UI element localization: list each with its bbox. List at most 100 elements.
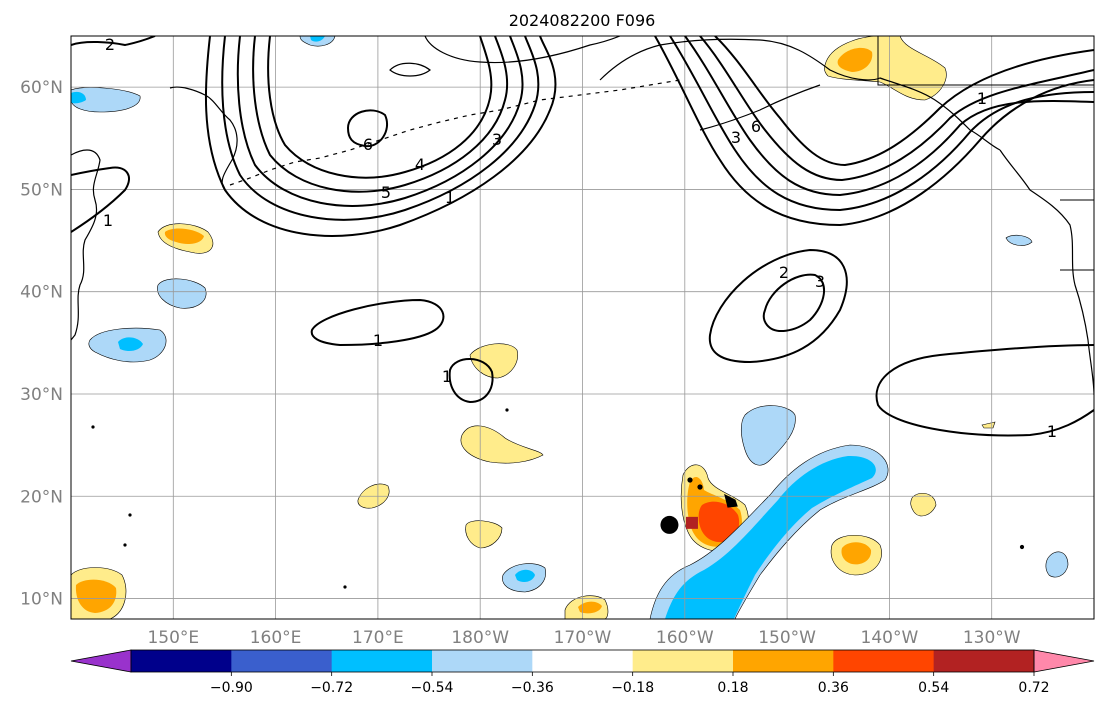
contour-nw-2 xyxy=(71,36,156,47)
shade-orange-10n-west xyxy=(75,579,117,613)
colorbar-segment xyxy=(733,650,834,672)
colorbar-segment xyxy=(131,650,232,672)
marker-square xyxy=(685,516,698,529)
contour-west-5 xyxy=(267,36,493,179)
contour-west-4 xyxy=(252,36,509,193)
colorbar-label: −0.54 xyxy=(411,680,454,696)
longitude-label: 160°W xyxy=(656,628,714,648)
coastline-aleutians xyxy=(229,79,681,186)
shade-yellow-17n xyxy=(465,520,503,549)
contour-label-4: 4 xyxy=(415,155,425,174)
shade-orange-45n-west xyxy=(164,228,204,244)
shade-yellow-33n xyxy=(469,343,518,379)
shade-yellow-19n-east xyxy=(910,492,937,517)
longitude-label: 160°E xyxy=(250,628,302,648)
latitude-label: 30°N xyxy=(20,385,63,405)
markers xyxy=(660,515,698,534)
contour-label-3: 5 xyxy=(381,183,391,202)
shade-yellow-dateline-25n xyxy=(460,425,544,464)
colorbar-label: 0.54 xyxy=(918,680,949,696)
shade-blue-60n-west xyxy=(71,87,141,113)
island-oahu xyxy=(697,484,703,490)
contour-east-1 xyxy=(654,36,1094,227)
gridlines xyxy=(71,36,1094,619)
island-small-1 xyxy=(91,425,95,429)
latitude-label: 10°N xyxy=(20,590,63,610)
contour-label-7: 1 xyxy=(103,211,113,230)
anomaly-shading xyxy=(71,36,1069,619)
colorbar-label: −0.90 xyxy=(210,680,253,696)
colorbar-label: −0.72 xyxy=(310,680,353,696)
colorbar-label: 0.18 xyxy=(717,680,748,696)
colorbar-label: −0.36 xyxy=(511,680,554,696)
contour-label-8: 1 xyxy=(373,331,383,350)
latitude-label: 40°N xyxy=(20,283,63,303)
contour-label-12: 2 xyxy=(779,263,789,282)
contour-label-10: 3 xyxy=(731,128,741,147)
longitude-label: 170°W xyxy=(554,628,612,648)
colorbar-segment xyxy=(632,650,734,672)
shade-blue-band-dark xyxy=(665,455,876,619)
colorbar-segment xyxy=(833,650,935,672)
contour-label-2: 6 xyxy=(363,135,373,154)
contour-label-9: 1 xyxy=(442,367,452,386)
longitude-label: 130°W xyxy=(963,628,1021,648)
contour-mid-1 xyxy=(310,298,445,347)
border-alaska-canada xyxy=(877,36,1094,86)
shade-blue-45n-east xyxy=(1005,234,1033,246)
coastline-st-lawrence xyxy=(389,62,431,77)
colorbar: −0.90 −0.72 −0.54 −0.36 −0.18 0.18 0.36 0.54 0.7… xyxy=(70,649,1095,696)
contour-label-11: 6 xyxy=(751,117,761,136)
shade-blue-64n-dark xyxy=(310,36,325,42)
map-title: 2024082200 F096 xyxy=(509,11,656,30)
longitude-label: 150°E xyxy=(147,628,199,648)
latitude-labels: 10°N 20°N 30°N 40°N 50°N 60°N xyxy=(20,78,63,609)
longitude-labels: 150°E 160°E 170°E 180°W 170°W 160°W 150°W 140°W… xyxy=(147,628,1020,648)
latitude-label: 50°N xyxy=(20,180,63,200)
contour-lines xyxy=(71,36,1094,437)
colorbar-frame xyxy=(130,649,1035,673)
longitude-label: 170°E xyxy=(352,628,404,648)
contour-label-13: 3 xyxy=(815,272,825,291)
contour-east-5 xyxy=(714,36,1094,167)
island-small-4 xyxy=(343,585,347,589)
island-small-3 xyxy=(123,543,127,547)
contour-low-outer xyxy=(708,248,848,364)
contour-label-1: 2 xyxy=(105,35,115,54)
contour-west-6 xyxy=(347,109,388,148)
shade-orange-alaska xyxy=(837,47,873,72)
colorbar-segment xyxy=(432,650,533,672)
contour-label-5: 3 xyxy=(492,130,502,149)
contour-east-3 xyxy=(684,36,1094,197)
contour-label-6: 1 xyxy=(445,188,455,207)
contour-mid-1b xyxy=(448,358,494,404)
longitude-label: 180°W xyxy=(451,628,509,648)
shade-orange-14n xyxy=(841,542,872,565)
marker-circle xyxy=(660,515,679,534)
colorbar-segment xyxy=(532,650,634,672)
coastline-alaska xyxy=(599,38,1001,151)
colorbar-extend-low xyxy=(70,649,132,673)
colorbar-segment xyxy=(331,650,433,672)
map-area: 2 6 5 4 3 1 1 1 1 3 6 2 3 1 1 10°N20°N30 xyxy=(20,35,1095,648)
shade-hawaii-red xyxy=(698,501,740,543)
contour-west-2 xyxy=(221,36,540,221)
colorbar-label: −0.18 xyxy=(611,680,654,696)
island-small-6 xyxy=(1019,544,1025,550)
latitude-label: 20°N xyxy=(20,487,63,507)
map-frame xyxy=(70,35,1095,620)
shade-blue-60n-west-dark xyxy=(71,91,86,104)
contour-low-inner xyxy=(762,273,825,332)
island-small-5 xyxy=(505,408,509,412)
shade-blue-40n-west xyxy=(157,278,207,309)
shade-blue-blob-30n xyxy=(740,405,796,466)
contour-labels: 2 6 5 4 3 1 1 1 1 3 6 2 3 1 1 xyxy=(103,35,1057,441)
contour-west-3 xyxy=(236,36,524,207)
contour-east-1-long xyxy=(875,344,1094,437)
colorbar-segment xyxy=(231,650,333,672)
latitude-label: 60°N xyxy=(20,78,63,98)
contour-label-14: 1 xyxy=(1047,422,1057,441)
shade-blue-13n-east xyxy=(1045,551,1069,578)
shade-orange-9n xyxy=(578,601,602,614)
contour-east-4 xyxy=(699,36,1094,182)
